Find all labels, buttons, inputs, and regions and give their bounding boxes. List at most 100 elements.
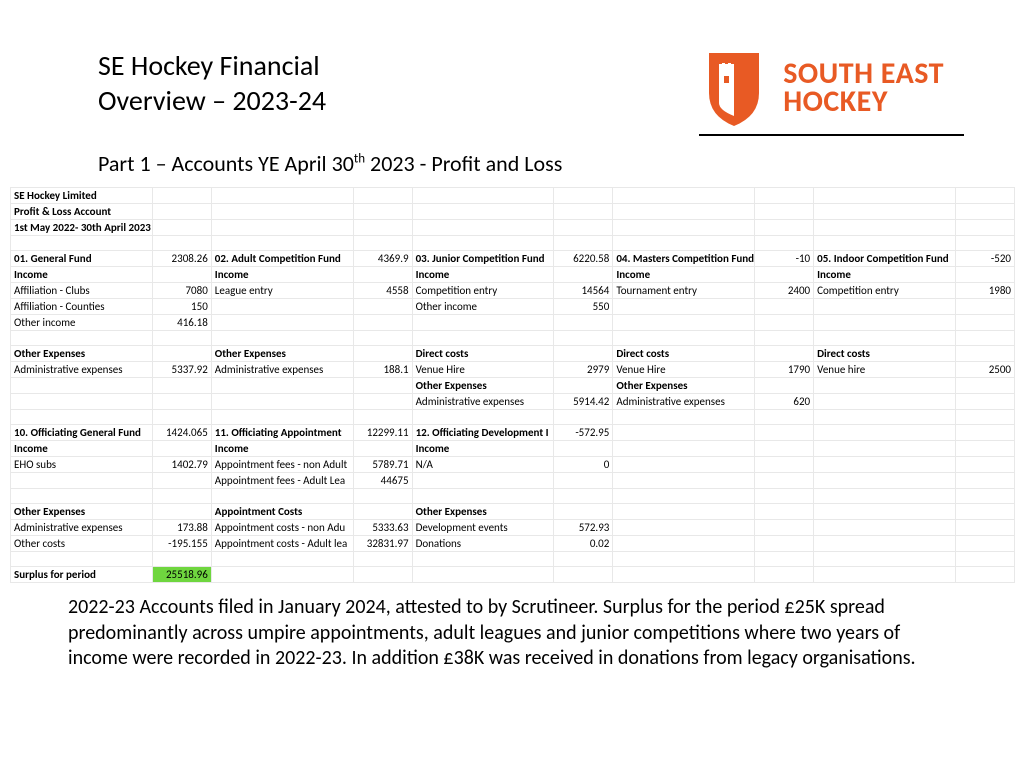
cell xyxy=(814,410,956,425)
cell xyxy=(211,552,353,567)
cell xyxy=(353,236,412,251)
cell xyxy=(554,489,613,504)
cell xyxy=(11,552,153,567)
cell: Administrative expenses xyxy=(412,394,554,410)
cell: 1st May 2022- 30th April 2023 xyxy=(11,220,153,236)
cell: 173.88 xyxy=(152,520,211,536)
cell xyxy=(412,204,554,220)
cell: 620 xyxy=(755,394,814,410)
cell: 25518.96 xyxy=(152,567,211,583)
cell xyxy=(152,552,211,567)
cell xyxy=(412,489,554,504)
cell: Surplus for period xyxy=(11,567,153,583)
cell: Income xyxy=(613,267,755,283)
cell: Direct costs xyxy=(412,346,554,362)
cell xyxy=(412,220,554,236)
cell xyxy=(814,299,956,315)
cell: 1424.065 xyxy=(152,425,211,441)
cell: 550 xyxy=(554,299,613,315)
cell: Appointment Costs xyxy=(211,504,353,520)
cell: 14564 xyxy=(554,283,613,299)
cell: Other income xyxy=(412,299,554,315)
cell xyxy=(554,552,613,567)
cell: 150 xyxy=(152,299,211,315)
cell: Income xyxy=(211,267,353,283)
cell xyxy=(353,315,412,331)
cell xyxy=(814,504,956,520)
cell: Administrative expenses xyxy=(211,362,353,378)
cell: Profit & Loss Account xyxy=(11,204,153,220)
cell xyxy=(755,236,814,251)
cell: Donations xyxy=(412,536,554,552)
cell xyxy=(755,315,814,331)
cell xyxy=(814,331,956,346)
cell xyxy=(554,267,613,283)
cell xyxy=(152,204,211,220)
logo: SOUTH EAST HOCKEY xyxy=(699,48,964,136)
cell: Appointment fees - non Adult xyxy=(211,457,353,473)
cell: Income xyxy=(412,441,554,457)
cell: 5337.92 xyxy=(152,362,211,378)
cell xyxy=(353,267,412,283)
cell xyxy=(412,410,554,425)
cell: 02. Adult Competition Fund xyxy=(211,251,353,267)
cell xyxy=(755,520,814,536)
cell xyxy=(11,236,153,251)
cell xyxy=(152,220,211,236)
cell: Other Expenses xyxy=(11,504,153,520)
cell: 2308.26 xyxy=(152,251,211,267)
cell: Direct costs xyxy=(613,346,755,362)
cell xyxy=(955,504,1014,520)
cell xyxy=(814,520,956,536)
cell: Other Expenses xyxy=(613,378,755,394)
cell xyxy=(152,188,211,204)
cell xyxy=(814,315,956,331)
cell: 03. Junior Competition Fund xyxy=(412,251,554,267)
cell: -10 xyxy=(755,251,814,267)
cell: Other costs xyxy=(11,536,153,552)
cell: 4558 xyxy=(353,283,412,299)
cell xyxy=(755,567,814,583)
cell xyxy=(11,394,153,410)
cell xyxy=(755,299,814,315)
cell: Tournament entry xyxy=(613,283,755,299)
cell xyxy=(755,457,814,473)
cell xyxy=(353,299,412,315)
cell xyxy=(554,188,613,204)
cell xyxy=(554,567,613,583)
cell: Income xyxy=(814,267,956,283)
cell xyxy=(955,536,1014,552)
cell: 0 xyxy=(554,457,613,473)
cell xyxy=(955,552,1014,567)
logo-text: SOUTH EAST HOCKEY xyxy=(783,60,944,117)
cell xyxy=(955,220,1014,236)
cell xyxy=(152,441,211,457)
cell xyxy=(814,552,956,567)
cell xyxy=(613,425,755,441)
cell xyxy=(353,188,412,204)
cell xyxy=(211,299,353,315)
cell: Affiliation - Counties xyxy=(11,299,153,315)
cell: Competition entry xyxy=(814,283,956,299)
cell: Income xyxy=(412,267,554,283)
cell xyxy=(554,236,613,251)
cell xyxy=(814,536,956,552)
cell xyxy=(152,236,211,251)
cell xyxy=(755,441,814,457)
cell xyxy=(412,331,554,346)
cell: 416.18 xyxy=(152,315,211,331)
cell xyxy=(353,552,412,567)
cell xyxy=(814,567,956,583)
cell xyxy=(613,204,755,220)
cell xyxy=(955,267,1014,283)
cell xyxy=(814,204,956,220)
cell xyxy=(554,504,613,520)
cell: 12299.11 xyxy=(353,425,412,441)
cell xyxy=(211,378,353,394)
cell xyxy=(814,188,956,204)
cell xyxy=(613,299,755,315)
cell xyxy=(955,394,1014,410)
cell: -195.155 xyxy=(152,536,211,552)
cell xyxy=(211,331,353,346)
cell xyxy=(412,552,554,567)
